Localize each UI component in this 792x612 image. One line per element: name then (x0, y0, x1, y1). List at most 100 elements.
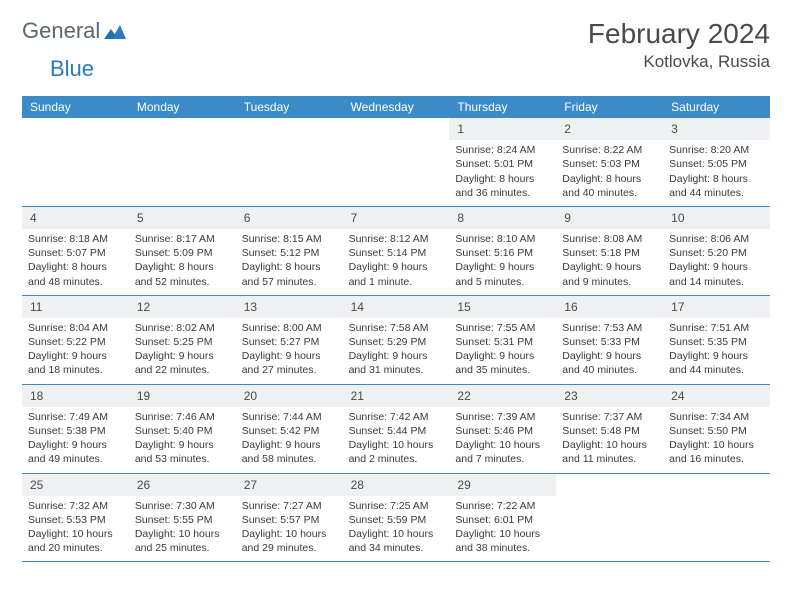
daylight-line: Daylight: 9 hours and 40 minutes. (562, 349, 657, 377)
daylight-line: Daylight: 8 hours and 52 minutes. (135, 260, 230, 288)
sunrise-line: Sunrise: 7:53 AM (562, 321, 657, 335)
dow-cell: Monday (129, 96, 236, 118)
day-number: 6 (236, 207, 343, 229)
day-cell: 2Sunrise: 8:22 AMSunset: 5:03 PMDaylight… (556, 118, 663, 206)
daylight-line: Daylight: 10 hours and 7 minutes. (455, 438, 550, 466)
sunrise-line: Sunrise: 7:25 AM (349, 499, 444, 513)
brand-part1: General (22, 18, 100, 44)
daylight-line: Daylight: 8 hours and 48 minutes. (28, 260, 123, 288)
day-number: 23 (556, 385, 663, 407)
sunset-line: Sunset: 5:59 PM (349, 513, 444, 527)
week-row: 18 Sunrise: 7:49 AMSunset: 5:38 PM Dayligh… (22, 385, 770, 474)
sunrise-line: Sunrise: 7:55 AM (455, 321, 550, 335)
day-of-week-header: SundayMondayTuesdayWednesdayThursdayFrid… (22, 96, 770, 118)
daylight-line: Daylight: 9 hours and 31 minutes. (349, 349, 444, 377)
day-number: 19 (129, 385, 236, 407)
sunrise-line: Sunrise: 8:22 AM (562, 143, 657, 157)
day-cell: 27Sunrise: 7:27 AMSunset: 5:57 PMDayligh… (236, 474, 343, 562)
daylight-line: Daylight: 9 hours and 22 minutes. (135, 349, 230, 377)
sunrise-line: Sunrise: 8:06 AM (669, 232, 764, 246)
day-number: 17 (663, 296, 770, 318)
sunrise-line: Sunrise: 7:58 AM (349, 321, 444, 335)
day-cell: 5Sunrise: 8:17 AMSunset: 5:09 PMDaylight… (129, 207, 236, 295)
sunrise-line: Sunrise: 7:46 AM (135, 410, 230, 424)
sunset-line: Sunset: 5:27 PM (242, 335, 337, 349)
daylight-line: Daylight: 10 hours and 38 minutes. (455, 527, 550, 555)
sunset-line: Sunset: 5:35 PM (669, 335, 764, 349)
day-cell: 29Sunrise: 7:22 AMSunset: 6:01 PMDayligh… (449, 474, 556, 562)
day-cell: 24 Sunrise: 7:34 AMSunset: 5:50 PMDayligh… (663, 385, 770, 473)
sunset-line: Sunset: 5:20 PM (669, 246, 764, 260)
sunset-line: Sunset: 5:57 PM (242, 513, 337, 527)
sunset-line: Sunset: 5:22 PM (28, 335, 123, 349)
dow-cell: Tuesday (236, 96, 343, 118)
sunrise-line: Sunrise: 7:32 AM (28, 499, 123, 513)
brand-logo: General (22, 18, 128, 44)
week-row: 25Sunrise: 7:32 AMSunset: 5:53 PMDayligh… (22, 474, 770, 563)
day-cell (22, 118, 129, 206)
day-cell: 14Sunrise: 7:58 AMSunset: 5:29 PMDayligh… (343, 296, 450, 384)
daylight-line: Daylight: 10 hours and 29 minutes. (242, 527, 337, 555)
sunrise-line: Sunrise: 7:49 AM (28, 410, 123, 424)
sunset-line: Sunset: 5:48 PM (562, 424, 657, 438)
week-row: 1Sunrise: 8:24 AMSunset: 5:01 PMDaylight… (22, 118, 770, 207)
sunset-line: Sunset: 5:55 PM (135, 513, 230, 527)
daylight-line: Daylight: 10 hours and 11 minutes. (562, 438, 657, 466)
day-cell: 28 Sunrise: 7:25 AMSunset: 5:59 PMDayligh… (343, 474, 450, 562)
sunrise-line: Sunrise: 8:18 AM (28, 232, 123, 246)
day-cell: 19Sunrise: 7:46 AMSunset: 5:40 PMDayligh… (129, 385, 236, 473)
week-row: 4Sunrise: 8:18 AMSunset: 5:07 PMDaylight… (22, 207, 770, 296)
day-cell: 1Sunrise: 8:24 AMSunset: 5:01 PMDaylight… (449, 118, 556, 206)
daylight-line: Daylight: 9 hours and 44 minutes. (669, 349, 764, 377)
sunset-line: Sunset: 5:29 PM (349, 335, 444, 349)
day-cell: 21Sunrise: 7:42 AMSunset: 5:44 PMDayligh… (343, 385, 450, 473)
day-cell: 13Sunrise: 8:00 AMSunset: 5:27 PMDayligh… (236, 296, 343, 384)
day-cell: 22Sunrise: 7:39 AMSunset: 5:46 PMDayligh… (449, 385, 556, 473)
day-cell: 7Sunrise: 8:12 AMSunset: 5:14 PMDaylight… (343, 207, 450, 295)
day-number: 25 (22, 474, 129, 496)
day-number: 28 (343, 474, 450, 496)
day-cell: 26Sunrise: 7:30 AMSunset: 5:55 PMDayligh… (129, 474, 236, 562)
day-number: 8 (449, 207, 556, 229)
day-number: 2 (556, 118, 663, 140)
sunrise-line: Sunrise: 8:00 AM (242, 321, 337, 335)
day-cell: 20Sunrise: 7:44 AMSunset: 5:42 PMDayligh… (236, 385, 343, 473)
sunset-line: Sunset: 5:44 PM (349, 424, 444, 438)
day-cell: 6Sunrise: 8:15 AMSunset: 5:12 PMDaylight… (236, 207, 343, 295)
day-number: 21 (343, 385, 450, 407)
day-cell: 16Sunrise: 7:53 AMSunset: 5:33 PMDayligh… (556, 296, 663, 384)
day-cell (236, 118, 343, 206)
day-number: 15 (449, 296, 556, 318)
sunrise-line: Sunrise: 7:44 AM (242, 410, 337, 424)
daylight-line: Daylight: 9 hours and 1 minute. (349, 260, 444, 288)
sunset-line: Sunset: 5:12 PM (242, 246, 337, 260)
day-cell: 15Sunrise: 7:55 AMSunset: 5:31 PMDayligh… (449, 296, 556, 384)
sunset-line: Sunset: 5:05 PM (669, 157, 764, 171)
daylight-line: Daylight: 9 hours and 35 minutes. (455, 349, 550, 377)
daylight-line: Daylight: 10 hours and 20 minutes. (28, 527, 123, 555)
sunrise-line: Sunrise: 8:08 AM (562, 232, 657, 246)
daylight-line: Daylight: 9 hours and 27 minutes. (242, 349, 337, 377)
daylight-line: Daylight: 10 hours and 16 minutes. (669, 438, 764, 466)
day-number: 12 (129, 296, 236, 318)
day-cell: 11Sunrise: 8:04 AMSunset: 5:22 PMDayligh… (22, 296, 129, 384)
sunrise-line: Sunrise: 7:51 AM (669, 321, 764, 335)
sunrise-line: Sunrise: 7:34 AM (669, 410, 764, 424)
day-number: 11 (22, 296, 129, 318)
day-number: 24 (663, 385, 770, 407)
sunrise-line: Sunrise: 8:17 AM (135, 232, 230, 246)
daylight-line: Daylight: 10 hours and 34 minutes. (349, 527, 444, 555)
day-number: 10 (663, 207, 770, 229)
day-cell (129, 118, 236, 206)
daylight-line: Daylight: 8 hours and 40 minutes. (562, 172, 657, 200)
daylight-line: Daylight: 9 hours and 18 minutes. (28, 349, 123, 377)
sunset-line: Sunset: 5:50 PM (669, 424, 764, 438)
sunrise-line: Sunrise: 8:24 AM (455, 143, 550, 157)
sunset-line: Sunset: 5:38 PM (28, 424, 123, 438)
brand-part2: Blue (50, 56, 94, 82)
sunset-line: Sunset: 5:40 PM (135, 424, 230, 438)
daylight-line: Daylight: 9 hours and 58 minutes. (242, 438, 337, 466)
sunset-line: Sunset: 5:42 PM (242, 424, 337, 438)
day-number: 18 (22, 385, 129, 407)
weeks-container: 1Sunrise: 8:24 AMSunset: 5:01 PMDaylight… (22, 118, 770, 562)
